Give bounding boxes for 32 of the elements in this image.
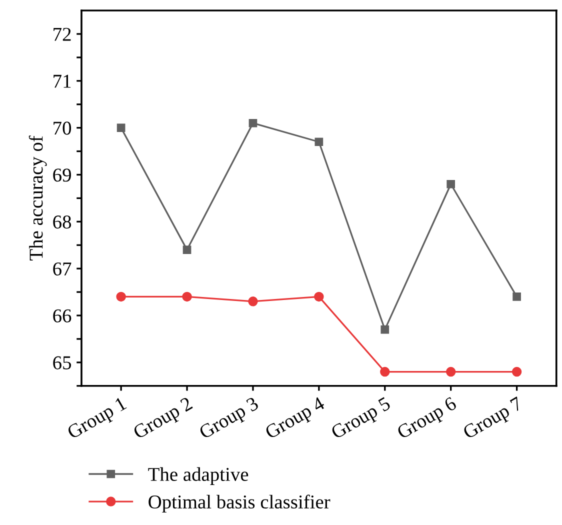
y-tick-label: 66 <box>53 309 72 322</box>
legend-label: The adaptive <box>148 467 248 485</box>
point <box>380 325 390 334</box>
point <box>182 246 192 254</box>
y-tick-label: 67 <box>53 262 72 276</box>
y-tick-label: 72 <box>54 28 71 41</box>
x-tick-label: Group 1 <box>66 396 129 443</box>
point <box>116 292 126 302</box>
y-tick-label: 65 <box>53 356 72 370</box>
x-tick-label: Group 2 <box>132 396 195 443</box>
point <box>314 138 324 146</box>
point <box>314 292 324 302</box>
point <box>116 124 126 132</box>
y-tick-label: 68 <box>53 215 72 229</box>
y-tick-label: 71 <box>54 74 71 88</box>
point <box>512 366 522 377</box>
y-tick-label: 69 <box>53 168 71 182</box>
point <box>182 292 192 302</box>
x-tick-label: Group 6 <box>396 396 460 443</box>
point <box>248 118 258 128</box>
legend-label: Optimal basis classifier <box>148 494 330 512</box>
x-tick-label: Group 3 <box>198 396 262 443</box>
x-tick-label: Group 4 <box>264 396 328 443</box>
x-tick-label: Group 5 <box>330 396 394 443</box>
point <box>446 366 456 377</box>
point <box>380 366 390 377</box>
point <box>512 292 521 301</box>
y-tick-label: 70 <box>54 122 72 135</box>
point <box>248 296 258 306</box>
x-tick-label: Group 7 <box>462 396 526 443</box>
point <box>446 180 456 188</box>
y-axis-title: The accuracy of <box>28 136 47 260</box>
